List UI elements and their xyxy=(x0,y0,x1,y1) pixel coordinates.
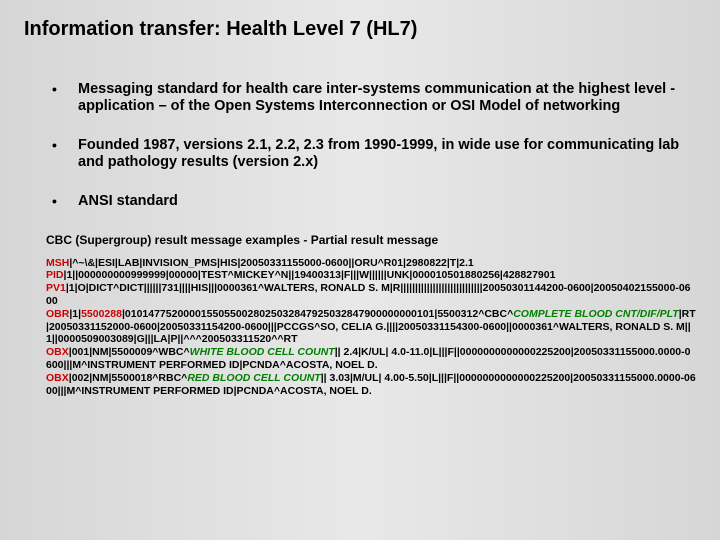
bullet-item: Founded 1987, versions 2.1, 2.2, 2.3 fro… xyxy=(52,137,696,171)
seg-body: |1|O|DICT^DICT||||||731||||HIS|||0000361… xyxy=(46,282,691,307)
test-name-rbc: RED BLOOD CELL COUNT xyxy=(187,372,320,384)
seg-obx: OBX xyxy=(46,346,69,358)
page-title: Information transfer: Health Level 7 (HL… xyxy=(24,18,696,41)
seg-obx: OBX xyxy=(46,372,69,384)
bullet-list: Messaging standard for health care inter… xyxy=(24,81,696,211)
seg-body: |010147752000015505500280250328479250328… xyxy=(122,308,513,320)
seg-body: |1||000000000999999|00000|TEST^MICKEY^N|… xyxy=(64,269,556,281)
seg-pv1: PV1 xyxy=(46,282,66,294)
seg-body: |1| xyxy=(69,308,81,320)
seg-body: |^~\&|ESI|LAB|INVISION_PMS|HIS|200503311… xyxy=(69,257,473,269)
seg-body: |002|NM|5500018^RBC^ xyxy=(69,372,188,384)
seg-msh: MSH xyxy=(46,257,69,269)
example-subhead: CBC (Supergroup) result message examples… xyxy=(46,233,696,247)
hl7-message-block: MSH|^~\&|ESI|LAB|INVISION_PMS|HIS|200503… xyxy=(46,257,696,398)
slide: Information transfer: Health Level 7 (HL… xyxy=(0,0,720,540)
accession-num: 5500288 xyxy=(81,308,122,320)
bullet-item: Messaging standard for health care inter… xyxy=(52,81,696,115)
seg-obr: OBR xyxy=(46,308,69,320)
seg-body: |001|NM|5500009^WBC^ xyxy=(69,346,190,358)
bullet-item: ANSI standard xyxy=(52,193,696,210)
seg-pid: PID xyxy=(46,269,64,281)
panel-name: COMPLETE BLOOD CNT/DIF/PLT xyxy=(513,308,678,320)
test-name-wbc: WHITE BLOOD CELL COUNT xyxy=(190,346,335,358)
